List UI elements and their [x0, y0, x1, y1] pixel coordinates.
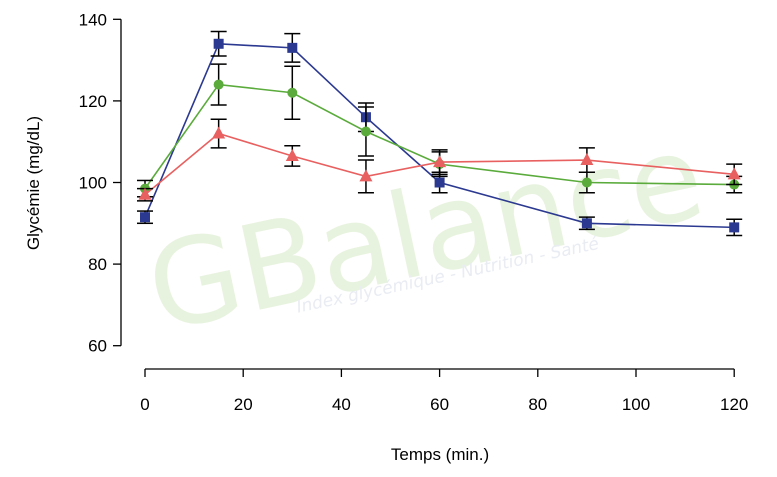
- y-tick-label: 140: [79, 10, 107, 29]
- data-point: [434, 177, 445, 188]
- data-point: [360, 126, 371, 137]
- data-point: [433, 155, 447, 168]
- data-point: [285, 148, 299, 161]
- axes: 0 20 40 60 80 100 120 60 80 100 120 140: [79, 10, 749, 414]
- data-point: [138, 187, 152, 200]
- data-point: [581, 177, 592, 188]
- data-point: [581, 218, 592, 229]
- x-tick-label: 60: [430, 395, 449, 414]
- data-point: [729, 222, 740, 233]
- data-point: [213, 79, 224, 90]
- watermark: GBalance Index glycémique - Nutrition - …: [136, 107, 714, 359]
- x-axis-title: Temps (min.): [391, 445, 489, 464]
- y-tick-label: 100: [79, 174, 107, 193]
- data-point: [359, 169, 373, 182]
- series-triangle: [137, 118, 743, 202]
- data-point: [727, 167, 741, 180]
- data-point: [212, 126, 226, 139]
- x-tick-label: 100: [622, 395, 650, 414]
- data-point: [287, 42, 298, 53]
- data-point: [287, 87, 298, 98]
- watermark-brand: GBalance: [136, 107, 714, 359]
- x-tick-label: 40: [332, 395, 351, 414]
- x-tick-label: 20: [234, 395, 253, 414]
- data-point: [140, 212, 150, 223]
- y-tick-label: 120: [79, 92, 107, 111]
- data-point: [213, 38, 224, 49]
- x-tick-label: 120: [720, 395, 748, 414]
- y-tick-label: 80: [88, 255, 107, 274]
- x-tick-label: 80: [528, 395, 547, 414]
- series-layer: [137, 30, 743, 237]
- x-tick-label: 0: [140, 395, 149, 414]
- y-axis-title: Glycémie (mg/dL): [24, 116, 43, 250]
- data-point: [580, 153, 594, 166]
- y-tick-label: 60: [88, 337, 107, 356]
